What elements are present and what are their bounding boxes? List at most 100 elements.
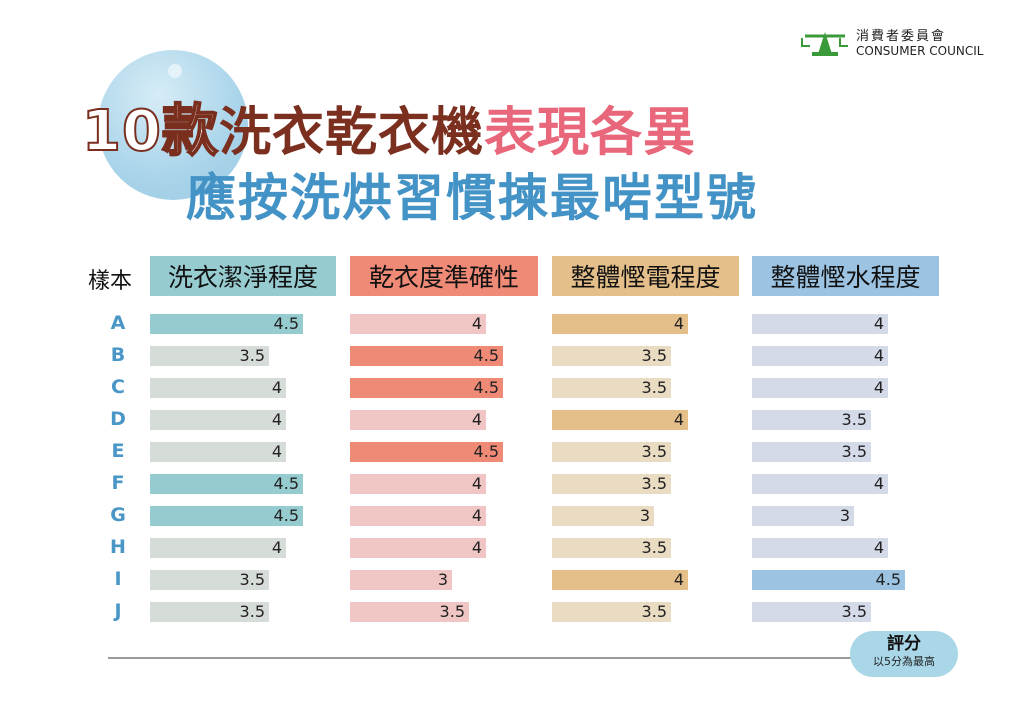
data-label: 3.5	[641, 346, 667, 365]
data-label: 3	[639, 506, 650, 525]
data-label: 4	[271, 538, 282, 557]
bar: 4	[752, 378, 888, 398]
bar: 4	[150, 378, 286, 398]
consumer-council-logo: 消費者委員會 CONSUMER COUNCIL	[800, 28, 983, 58]
bar: 4.5	[350, 378, 503, 398]
data-label: 3.5	[641, 602, 667, 621]
sample-label: F	[111, 472, 125, 494]
bar: 4	[350, 314, 486, 334]
bar: 3.5	[752, 602, 871, 622]
data-label: 4	[471, 506, 482, 525]
data-label: 4	[471, 314, 482, 333]
sample-label: D	[110, 408, 126, 430]
data-label: 4	[873, 474, 884, 493]
title-product: 洗衣乾衣機	[218, 103, 484, 163]
bar: 3.5	[552, 538, 671, 558]
data-label: 4.5	[473, 346, 499, 365]
bar: 4	[752, 314, 888, 334]
scales-icon	[801, 32, 848, 56]
column-header: 整體慳電程度	[552, 256, 739, 296]
bar: 4.5	[150, 314, 303, 334]
title-line-2: 應按洗烘習慣揀最啱型號	[186, 169, 758, 227]
data-label: 3.5	[641, 538, 667, 557]
data-label: 4	[673, 410, 684, 429]
bar: 4	[150, 538, 286, 558]
bar: 3.5	[150, 570, 269, 590]
data-label: 3.5	[239, 346, 265, 365]
data-label: 3.5	[841, 442, 867, 461]
sample-label: C	[111, 376, 125, 398]
column-header: 整體慳水程度	[752, 256, 939, 296]
data-label: 4	[471, 538, 482, 557]
data-label: 4.5	[473, 378, 499, 397]
data-label: 4	[673, 570, 684, 589]
bar: 4	[752, 474, 888, 494]
bar: 3.5	[752, 410, 871, 430]
score-note: 以5分為最高	[873, 655, 935, 668]
data-label: 3.5	[841, 410, 867, 429]
column-header: 洗衣潔淨程度	[150, 256, 336, 296]
column-header: 乾衣度準確性	[350, 256, 538, 296]
sample-label: E	[111, 440, 125, 462]
bar: 3.5	[752, 442, 871, 462]
data-label: 4	[271, 410, 282, 429]
data-label: 3	[839, 506, 850, 525]
data-label: 4.5	[273, 314, 299, 333]
data-label: 4	[873, 538, 884, 557]
bar: 4.5	[350, 346, 503, 366]
data-label: 4	[873, 378, 884, 397]
bar: 3	[350, 570, 452, 590]
bar: 3.5	[552, 602, 671, 622]
data-label: 3.5	[239, 570, 265, 589]
bar: 3.5	[552, 442, 671, 462]
data-label: 3.5	[841, 602, 867, 621]
bar: 3.5	[150, 346, 269, 366]
data-label: 3	[437, 570, 448, 589]
title-highlight: 表現各異	[483, 103, 696, 163]
bar: 4	[350, 410, 486, 430]
data-label: 4.5	[273, 474, 299, 493]
data-label: 4.5	[473, 442, 499, 461]
bubble-decoration	[98, 50, 248, 200]
data-label: 4	[673, 314, 684, 333]
score-label: 評分	[887, 634, 921, 654]
data-label: 4	[873, 314, 884, 333]
bar: 4.5	[752, 570, 905, 590]
bar: 3	[552, 506, 654, 526]
sample-label: I	[114, 568, 122, 590]
data-label: 4	[271, 442, 282, 461]
data-label: 4	[471, 410, 482, 429]
data-label: 4	[271, 378, 282, 397]
sample-header: 樣本	[88, 269, 133, 294]
bar: 3.5	[150, 602, 269, 622]
bar: 4.5	[350, 442, 503, 462]
logo-english: CONSUMER COUNCIL	[856, 43, 984, 58]
bar: 3.5	[350, 602, 469, 622]
bar: 4	[552, 410, 688, 430]
bar: 4	[150, 442, 286, 462]
data-label: 4	[471, 474, 482, 493]
axis-line	[108, 657, 853, 659]
sample-label: H	[110, 536, 126, 558]
sample-label: J	[114, 600, 122, 622]
bar: 4.5	[150, 474, 303, 494]
bar: 3.5	[552, 346, 671, 366]
sample-label: G	[110, 504, 126, 526]
data-label: 3.5	[239, 602, 265, 621]
bar: 3.5	[552, 378, 671, 398]
data-label: 4.5	[875, 570, 901, 589]
bar: 4	[350, 474, 486, 494]
data-label: 4.5	[273, 506, 299, 525]
data-label: 3.5	[641, 474, 667, 493]
bar: 4	[552, 314, 688, 334]
sample-label: B	[110, 344, 126, 366]
logo-chinese: 消費者委員會	[856, 28, 947, 44]
data-label: 3.5	[641, 378, 667, 397]
score-badge: 評分 以5分為最高	[850, 631, 958, 677]
bar: 4	[150, 410, 286, 430]
bar: 3.5	[552, 474, 671, 494]
bar: 4.5	[150, 506, 303, 526]
data-label: 4	[873, 346, 884, 365]
data-label: 3.5	[641, 442, 667, 461]
bar: 4	[350, 506, 486, 526]
